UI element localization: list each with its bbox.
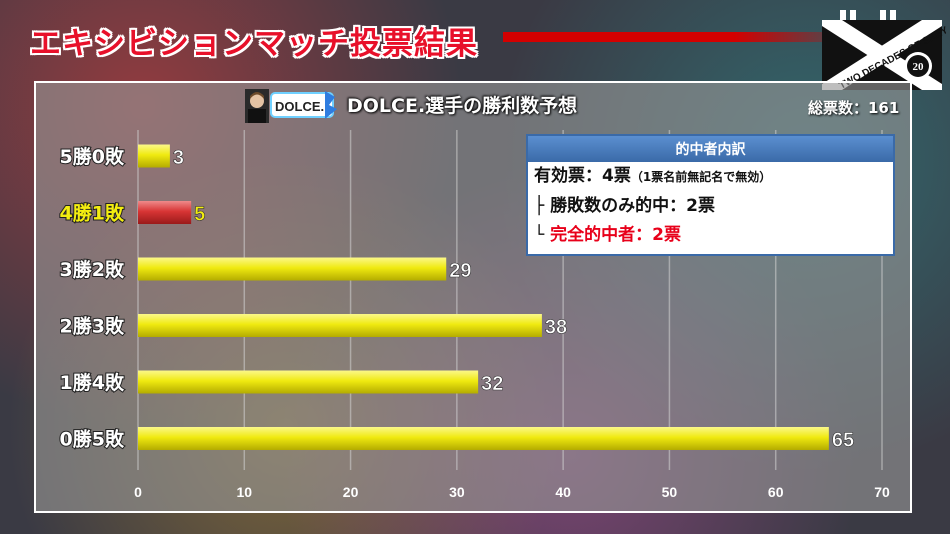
category-label: 1勝4敗 — [60, 371, 125, 394]
category-label: 2勝3敗 — [60, 315, 125, 338]
x-tick-label: 50 — [662, 484, 678, 500]
valid-votes-note: （1票名前無記名で無効） — [630, 170, 772, 184]
hit-breakdown-box: 的中者内訳 有効票：4票（1票名前無記名で無効） ├ 勝敗数のみ的中：2票 └ … — [526, 134, 895, 256]
bar-value-label: 5 — [194, 204, 205, 226]
category-label: 5勝0敗 — [60, 145, 125, 168]
exact-hits-branch: └ — [534, 225, 551, 245]
x-tick-label: 10 — [236, 484, 252, 500]
valid-votes: 有効票：4票 — [534, 166, 631, 186]
bar-value-label: 65 — [832, 430, 854, 452]
total-votes: 総票数：161 — [808, 99, 900, 117]
bar — [138, 314, 542, 337]
bar — [138, 257, 447, 281]
player-badge-text: DOLCE. — [275, 99, 324, 114]
hit-breakdown-heading: 的中者内訳 — [528, 136, 893, 162]
bar — [138, 201, 192, 224]
bar-value-label: 32 — [481, 373, 503, 395]
x-tick-label: 0 — [134, 484, 142, 500]
player-badge: DOLCE. — [245, 89, 337, 123]
bar — [138, 144, 170, 168]
title-accent-bar — [503, 32, 833, 42]
x-tick-label: 70 — [874, 484, 890, 500]
page-title: エキシビションマッチ投票結果 — [30, 26, 478, 62]
chart-title: DOLCE.選手の勝利数予想 — [347, 95, 578, 117]
partial-hits: ├ 勝敗数のみ的中：2票 — [534, 196, 715, 216]
bar-value-label: 29 — [449, 260, 471, 282]
category-label: 0勝5敗 — [60, 428, 125, 451]
x-tick-label: 40 — [555, 484, 571, 500]
bar-value-label: 38 — [545, 317, 567, 339]
exact-hits-line: └ 完全的中者：2票 — [528, 221, 893, 250]
player-avatar-icon — [250, 94, 264, 108]
bar-value-label: 3 — [173, 147, 184, 169]
bar — [138, 370, 479, 394]
x-tick-label: 30 — [449, 484, 465, 500]
logo-number: 20 — [913, 61, 925, 73]
valid-votes-line: 有効票：4票（1票名前無記名で無効） — [528, 162, 893, 192]
x-tick-label: 60 — [768, 484, 784, 500]
x-tick-label: 20 — [343, 484, 359, 500]
exact-hits: 完全的中者：2票 — [550, 225, 681, 245]
category-label: 3勝2敗 — [60, 258, 125, 281]
bar — [138, 427, 829, 450]
category-label: 4勝1敗 — [60, 202, 125, 225]
event-logo: TWO DECADES OF SKEYS 20 — [822, 10, 946, 92]
